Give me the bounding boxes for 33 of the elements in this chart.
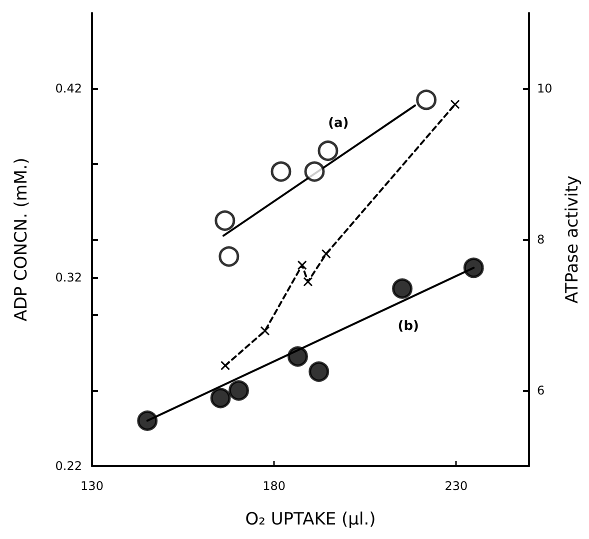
annotation: (b) xyxy=(398,318,419,334)
point xyxy=(308,361,330,382)
point xyxy=(304,161,325,182)
point xyxy=(297,260,307,270)
y-tick-label: 0.32 xyxy=(55,270,82,284)
annotation: (a) xyxy=(328,116,349,132)
x-tick-label: 230 xyxy=(444,479,468,493)
point xyxy=(228,380,250,401)
y-axis-title: ADP CONCN. (mM.) xyxy=(12,158,32,322)
point xyxy=(463,258,484,278)
point xyxy=(303,277,313,287)
x-axis-title: O₂ UPTAKE (µl.) xyxy=(245,510,376,530)
point xyxy=(220,360,230,370)
point xyxy=(214,210,236,231)
y2-tick-label: 6 xyxy=(537,384,545,398)
x-tick-label: 130 xyxy=(80,479,104,493)
point xyxy=(288,346,308,367)
point xyxy=(260,326,270,336)
point xyxy=(137,410,158,431)
y2-axis-title: ATPase activity xyxy=(562,176,582,304)
point xyxy=(321,249,331,259)
point xyxy=(318,140,338,162)
y-tick-label: 0.42 xyxy=(55,82,82,96)
point xyxy=(270,161,292,182)
y2-tick-label: 8 xyxy=(537,232,545,246)
x-tick-label: 180 xyxy=(262,479,286,493)
y2-tick-label: 10 xyxy=(537,82,552,96)
point xyxy=(450,100,460,110)
y-tick-label: 0.22 xyxy=(55,459,82,473)
point xyxy=(416,90,437,110)
point xyxy=(392,278,413,299)
point xyxy=(210,388,231,408)
point xyxy=(218,246,240,267)
